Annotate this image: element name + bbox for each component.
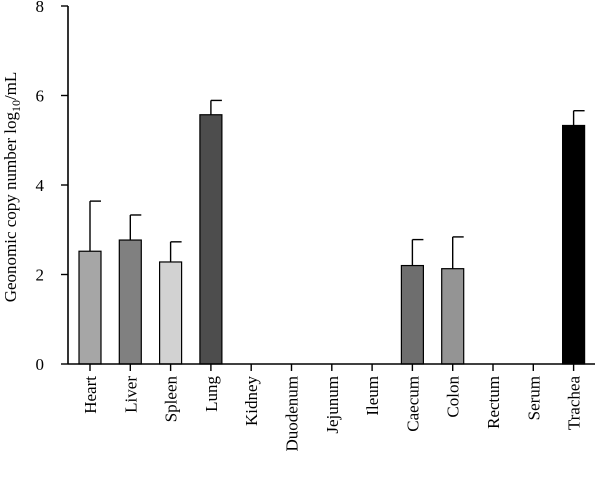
y-tick-label: 4	[36, 176, 45, 195]
x-tick-label: Rectum	[484, 376, 503, 429]
y-axis-title-unit: /mL	[1, 72, 20, 100]
x-axis-labels: Heart Liver Spleen Lung Kidney Duodenum Jejunu…	[81, 364, 584, 452]
bar-liver	[118, 239, 142, 365]
x-tick-label: Trachea	[565, 376, 584, 431]
y-tick-label: 2	[36, 266, 45, 285]
y-axis-title-subscript: 10	[9, 100, 23, 112]
bar-caecum	[400, 264, 424, 365]
bar-trachea	[561, 124, 586, 365]
bar-heart	[78, 250, 102, 365]
x-tick-label: Liver	[121, 376, 140, 413]
y-axis-ticks: 0 2 4 6 8	[36, 0, 68, 374]
y-axis-title: Geonomic copy number log10/mL	[1, 72, 23, 303]
y-axis-title-main: Geonomic copy number log	[1, 112, 20, 303]
bar-lung	[199, 114, 223, 365]
error-bars	[89, 99, 585, 269]
x-tick-label: Heart	[81, 376, 100, 414]
x-tick-label: Spleen	[162, 376, 181, 423]
x-tick-label: Ileum	[363, 376, 382, 416]
x-tick-label: Jejunum	[323, 376, 342, 434]
x-tick-label: Duodenum	[283, 376, 302, 452]
y-tick-label: 8	[36, 0, 45, 16]
x-tick-label: Kidney	[242, 376, 261, 427]
x-tick-label: Serum	[524, 376, 543, 420]
x-tick-label: Colon	[444, 376, 463, 418]
bar-spleen	[159, 261, 183, 365]
x-tick-label: Caecum	[403, 376, 422, 432]
x-tick-label: Lung	[202, 376, 221, 412]
bar-colon	[441, 268, 465, 365]
bars	[78, 114, 586, 365]
y-tick-label: 0	[36, 355, 45, 374]
y-tick-label: 6	[36, 87, 45, 106]
